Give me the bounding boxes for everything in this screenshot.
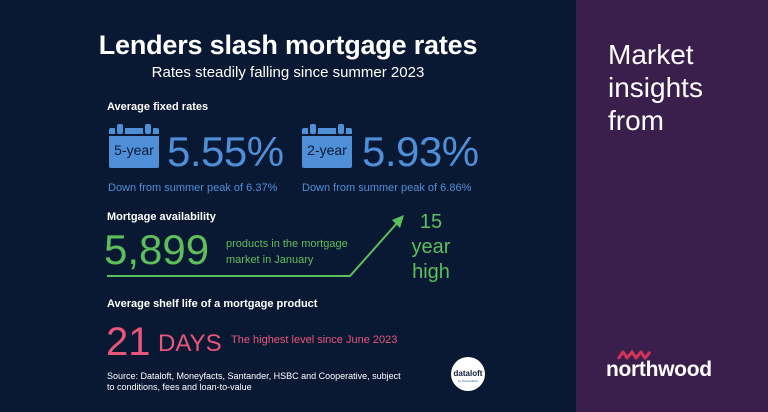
arrow-up-right-icon	[107, 215, 404, 277]
sidebar-panel	[576, 0, 768, 412]
page-title: Lenders slash mortgage rates	[98, 30, 478, 60]
fixed-rates-label: Average fixed rates	[107, 101, 209, 113]
rate-note-5-year: Down from summer peak of 6.37%	[108, 182, 278, 194]
dataloft-logo: dataloft by PriceHubble	[451, 357, 485, 391]
shelf-life-number: 21	[106, 320, 151, 364]
rate-note-2-year: Down from summer peak of 6.86%	[302, 182, 472, 194]
rate-value-5-year: 5.55%	[167, 128, 284, 175]
shelf-life-note: The highest level since June 2023	[231, 334, 398, 346]
source-note: Source: Dataloft, Moneyfacts, Santander,…	[107, 371, 401, 392]
infographic-panel: Lenders slash mortgage rates Rates stead…	[98, 30, 485, 392]
market-insights-heading: Market insights from	[608, 39, 703, 136]
rate-term-5-year: 5-year	[114, 142, 154, 158]
fifteen-year-high: 15 year high	[411, 211, 451, 283]
availability-text: products in the mortgage market in Janua…	[226, 238, 348, 266]
availability-label: Mortgage availability	[107, 211, 216, 223]
shelf-life-label: Average shelf life of a mortgage product	[107, 298, 318, 310]
rate-value-2-year: 5.93%	[362, 128, 479, 175]
rate-term-2-year: 2-year	[307, 142, 347, 158]
shelf-life-unit: DAYS	[158, 330, 222, 357]
availability-number: 5,899	[104, 226, 210, 273]
page-subtitle: Rates steadily falling since summer 2023	[151, 64, 425, 81]
calendar-icon: 2-year	[302, 122, 352, 168]
calendar-icon: 5-year	[109, 122, 159, 168]
brand-name: northwood	[606, 358, 712, 381]
northwood-logo	[617, 350, 652, 360]
